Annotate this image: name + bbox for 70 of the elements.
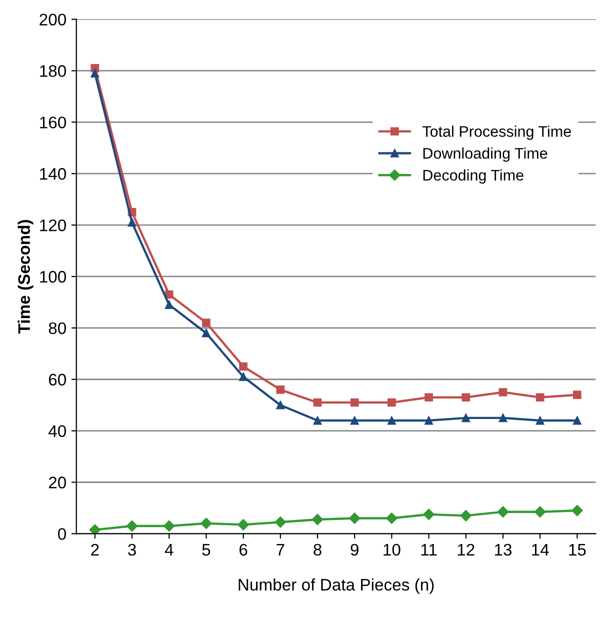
x-tick-label: 8 [314, 544, 322, 556]
x-tick-label: 9 [350, 544, 358, 556]
y-tick-label: 40 [48, 425, 66, 438]
legend-label: Decoding Time [423, 169, 524, 184]
point [350, 398, 359, 407]
point [274, 516, 286, 528]
point [348, 512, 360, 524]
y-tick-label: 0 [58, 528, 66, 540]
point [462, 393, 470, 402]
x-tick-label: 10 [384, 544, 400, 556]
point [386, 512, 398, 524]
point [238, 519, 249, 530]
y-tick-label: 200 [40, 14, 66, 26]
y-tick-label: 80 [48, 322, 66, 334]
point [239, 362, 248, 371]
x-tick-label: 7 [276, 544, 284, 556]
point [350, 416, 359, 425]
point [126, 520, 138, 532]
x-tick-label: 5 [202, 544, 210, 556]
y-tick-label: 60 [48, 374, 66, 386]
point [462, 414, 470, 422]
x-tick-label: 6 [240, 544, 248, 556]
point [534, 506, 546, 518]
point [536, 416, 544, 425]
x-tick-label: 15 [569, 544, 586, 556]
x-tick-label: 4 [164, 544, 174, 556]
x-tick-label: 13 [494, 544, 512, 556]
point [388, 398, 396, 407]
point [497, 506, 509, 518]
point [498, 388, 508, 396]
point [573, 416, 582, 425]
point [90, 69, 100, 78]
point [498, 414, 508, 422]
point [312, 514, 324, 526]
x-tick-label: 2 [91, 544, 99, 556]
point [423, 508, 434, 520]
point [276, 400, 285, 410]
y-tick-label: 100 [40, 270, 66, 283]
point [202, 318, 210, 327]
point [239, 372, 248, 381]
point [164, 520, 175, 532]
y-axis-title: Time (Second) [18, 220, 34, 334]
x-tick-label: 12 [458, 544, 474, 556]
point [573, 390, 582, 399]
y-tick-label: 180 [40, 65, 66, 77]
point [313, 398, 322, 407]
legend-label: Total Processing Time [422, 126, 571, 140]
legend-label: Downloading Time [423, 148, 548, 162]
x-tick-label: 14 [532, 544, 549, 556]
x-tick-label: 3 [128, 544, 136, 556]
y-tick-label: 160 [40, 116, 66, 128]
point [164, 300, 174, 309]
point [164, 290, 174, 299]
point [89, 524, 101, 534]
point [388, 416, 396, 425]
point [424, 393, 433, 402]
point [536, 393, 544, 402]
y-tick-label: 20 [48, 476, 66, 488]
point [460, 510, 472, 522]
y-tick-label: 140 [40, 168, 66, 180]
point [200, 518, 212, 530]
point [313, 416, 322, 425]
point [202, 328, 210, 338]
point [128, 218, 136, 227]
y-tick-label: 120 [40, 219, 66, 232]
point [572, 504, 583, 516]
point [276, 385, 285, 394]
point [424, 416, 433, 425]
x-axis-title: Number of Data Pieces (n) [238, 578, 434, 594]
x-tick-label: 11 [421, 544, 437, 556]
